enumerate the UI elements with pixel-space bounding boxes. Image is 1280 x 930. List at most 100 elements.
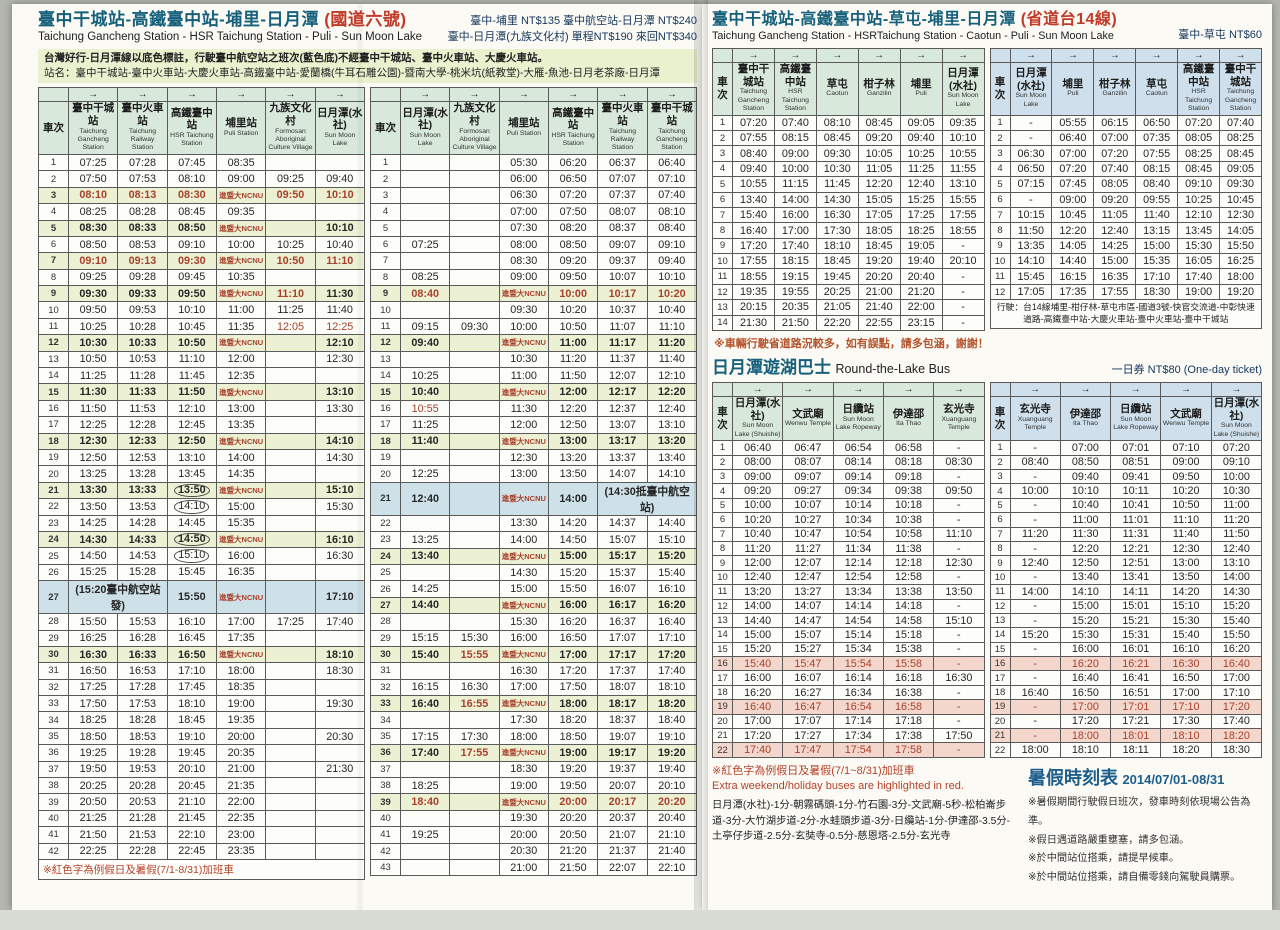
time-cell: 11:17 [597,334,648,352]
time-cell [265,842,316,860]
train-number-cell: 17 [38,416,69,434]
time-cell: 13:10 [314,383,366,401]
time-cell: 17:50 [67,695,119,713]
time-cell: 16:00 [498,629,549,647]
time-cell: 22:25 [67,842,119,860]
time-cell: - [1009,569,1061,586]
time-cell: 08:51 [1110,454,1162,470]
time-cell: 21:10 [166,793,217,811]
time-cell: 14:00 [498,531,549,549]
time-cell: 09:53 [117,301,168,319]
time-cell: 15:30 [1160,612,1212,629]
time-cell: 18:10 [815,237,859,255]
time-cell: 15:27 [782,641,834,658]
time-cell [399,662,451,680]
time-cell: 14:30 [815,191,859,208]
train-number-cell: 34 [38,711,69,729]
timetable-row: 17 11:25 12:00 12:50 13:07 13:10 [370,416,698,434]
page-tai14-lakebus: 臺中干城站-高鐵臺中站-草屯-埔里-日月潭 (省道台14線) Taichung … [702,4,1272,910]
time-cell: 05:30 [498,153,549,172]
timetable-row: 15 10:40 進暨大NCNU 12:00 12:17 12:20 [370,383,698,401]
time-cell [449,563,500,582]
time-cell: 08:33 [117,219,168,237]
time-cell: 14:10 [1059,584,1112,600]
train-number-cell: 41 [370,826,401,844]
time-cell: 進暨大NCNU [215,432,267,450]
time-cell: 18:00 [1009,742,1061,758]
time-cell: 17:00 [1210,670,1263,686]
time-cell: 14:50 [166,530,217,549]
time-cell: 09:33 [117,285,168,303]
time-cell: 08:50 [166,219,217,237]
time-cell: 19:40 [646,760,698,779]
time-cell: - [933,598,985,614]
train-number-cell: 1 [712,114,733,131]
timetable-row: 10 12:40 12:47 12:54 12:58- [712,569,985,586]
station-name-zh: 日月潭(水社) [402,106,448,132]
timetable-row: 14 15:20 15:30 15:31 15:40 15:50 [989,627,1263,643]
time-cell: 11:37 [597,350,648,369]
time-cell: 11:30 [314,285,366,303]
time-cell: 17:20 [646,645,698,664]
train-number-cell: 16 [370,399,401,418]
time-cell: 12:07 [782,555,834,571]
time-cell: 10:18 [882,497,935,514]
time-cell: 19:30 [498,809,549,828]
station-name-en: Sun Moon Lake [1015,92,1047,108]
time-cell: 18:45 [857,237,901,255]
time-cell [449,531,500,549]
time-cell [449,580,500,598]
time-cell: 進暨大NCNU [498,334,549,352]
time-cell: 18:30 [1135,283,1179,301]
timetable-row: 6-11:00 11:01 11:10 11:20 [989,512,1263,528]
time-cell: 10:28 [117,317,168,336]
time-cell: 18:20 [547,711,599,729]
time-cell: 10:05 [857,145,901,162]
time-cell [399,350,451,369]
time-cell: 19:00 [1177,283,1221,301]
time-cell: 11:25 [67,367,119,385]
train-number-cell: 8 [989,540,1011,557]
train-number-cell: 25 [370,563,401,582]
time-cell: 17:01 [1110,699,1162,715]
time-cell: 18:35 [215,678,267,697]
time-cell: 14:40 [1051,253,1095,270]
train-number-cell: 19 [38,448,69,467]
time-cell: 10:20 [731,512,784,528]
station-column-header: 埔里站 Puli Station [498,101,549,155]
time-cell [265,514,316,532]
time-cell: 15:01 [1110,598,1162,614]
time-cell: 15:58 [882,656,935,672]
station-column-header: 臺中干城站 Taichung Gancheng Station [732,61,775,116]
time-cell: 16:28 [117,629,168,647]
time-cell: 14:47 [782,612,834,629]
time-cell: 08:45 [1177,160,1221,178]
timetable-row: 4 08:25 08:28 08:45 09:35 [38,203,366,221]
time-cell [399,301,451,319]
timetable-row: 22 13:50 13:53 14:10 15:00 15:30 [38,498,366,516]
time-cell: 13:15 [1135,222,1179,239]
timetable-row: 3-09:40 09:41 09:50 10:00 [989,468,1263,485]
time-cell: 15:31 [1110,627,1162,643]
time-cell: 08:07 [782,454,834,470]
direction-arrow-icon: → [933,382,985,398]
time-cell: 11:25 [265,301,316,319]
station-name-zh: 車次 [43,121,64,134]
time-cell: 21:30 [732,314,775,332]
time-cell: 12:00 [498,416,549,434]
time-cell: 14:00 [215,448,267,467]
time-cell: - [933,656,985,672]
time-cell: - [933,627,985,643]
train-number-cell: 9 [712,555,733,571]
train-number-cell: 23 [370,531,401,549]
time-cell: 10:45 [1219,191,1262,208]
time-cell: 07:20 [1177,114,1221,131]
time-cell [449,170,500,188]
timetable-row: 31 16:30 17:20 17:37 17:40 [370,662,698,680]
timetable-row: 33 17:50 17:53 18:10 19:00 19:30 [38,695,366,713]
time-cell: 18:40 [646,711,698,729]
time-cell: 17:17 [597,645,648,664]
time-cell [449,465,500,483]
timetable-row: 11 09:15 09:30 10:00 10:50 11:07 11:10 [370,317,698,336]
time-cell: 05:55 [1051,114,1095,131]
